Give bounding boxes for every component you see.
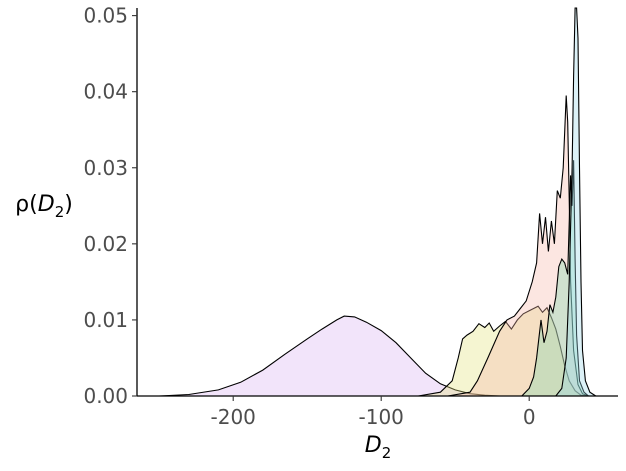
y-axis-ticks: 0.00 0.01 0.02 0.03 0.04 0.05 (83, 4, 137, 408)
y-tick-label: 0.01 (83, 308, 128, 332)
x-tick-label: -100 (359, 405, 404, 429)
density-series-layer (159, 7, 598, 397)
y-tick-label: 0.05 (83, 4, 128, 28)
density-area-3 (447, 95, 589, 397)
y-axis-title: ρ(D2) (15, 192, 73, 221)
density-area-2 (418, 305, 589, 397)
density-area-4 (520, 160, 590, 397)
x-axis-title: D2 (365, 433, 392, 462)
density-area-1 (159, 315, 500, 397)
y-tick-label: 0.04 (83, 80, 128, 104)
y-tick-label: 0.00 (83, 384, 128, 408)
density-area-5 (554, 7, 598, 397)
x-tick-label: 0 (523, 405, 536, 429)
y-tick-label: 0.02 (83, 232, 128, 256)
x-axis-ticks: -200 -100 0 (211, 396, 536, 429)
y-tick-label: 0.03 (83, 156, 128, 180)
x-tick-label: -200 (211, 405, 256, 429)
